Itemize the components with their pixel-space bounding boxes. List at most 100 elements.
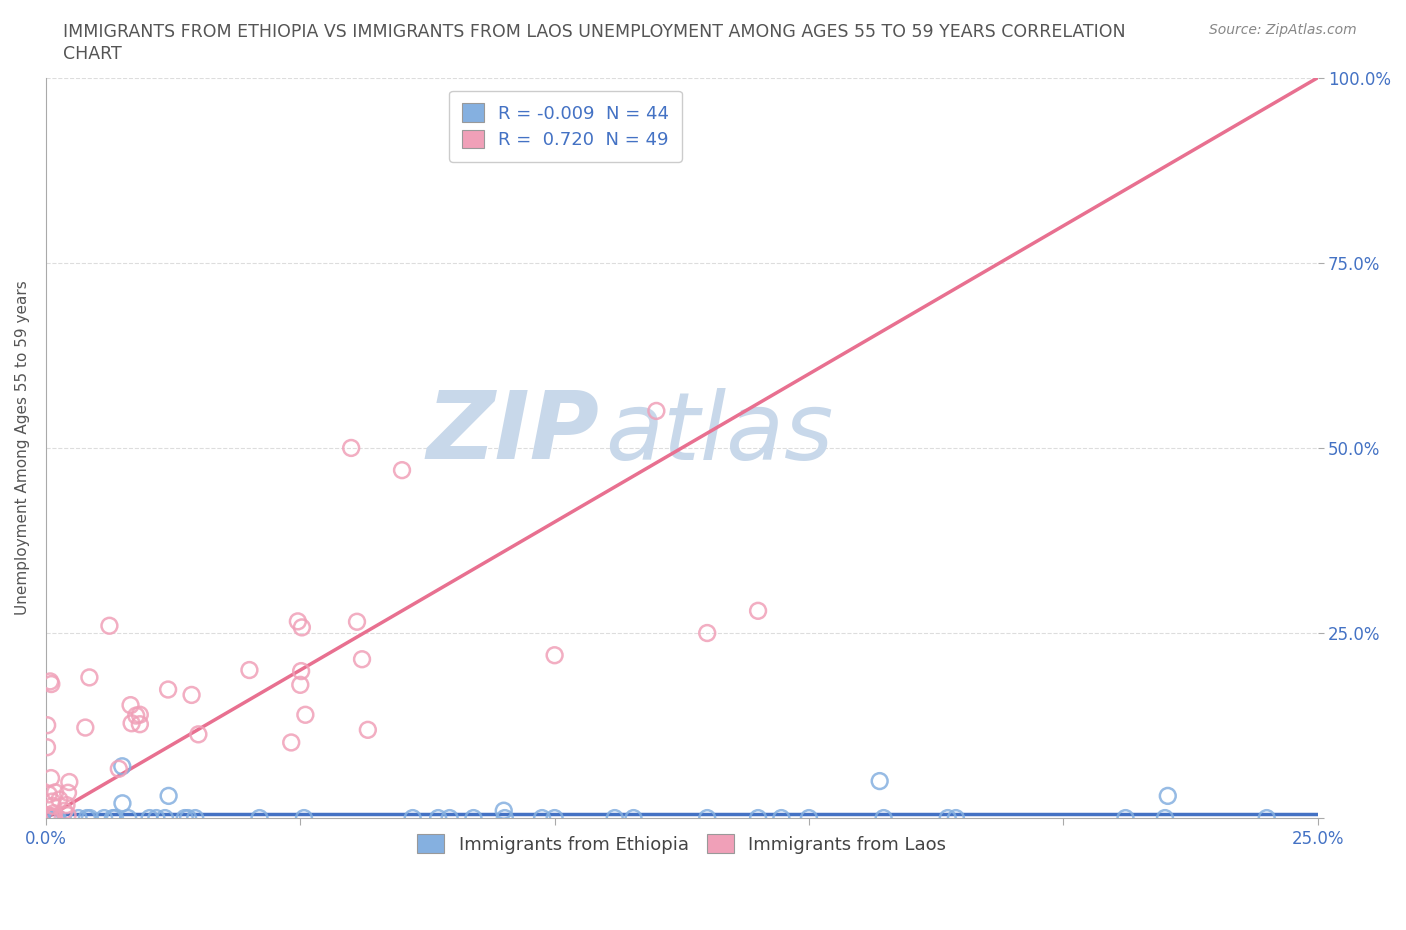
Text: atlas: atlas bbox=[606, 388, 834, 479]
Point bbox=[48, 792, 70, 807]
Point bbox=[67, 811, 90, 826]
Point bbox=[543, 811, 565, 826]
Point bbox=[290, 677, 312, 692]
Point bbox=[492, 804, 515, 818]
Point bbox=[111, 759, 134, 774]
Point bbox=[41, 799, 63, 814]
Point bbox=[39, 808, 62, 823]
Point bbox=[138, 811, 160, 826]
Point bbox=[645, 404, 668, 418]
Text: ZIP: ZIP bbox=[426, 387, 599, 479]
Point bbox=[1157, 789, 1180, 804]
Point bbox=[696, 811, 718, 826]
Point bbox=[120, 698, 142, 712]
Point bbox=[125, 708, 148, 723]
Point bbox=[38, 811, 60, 826]
Point bbox=[117, 811, 139, 826]
Point bbox=[492, 100, 515, 114]
Point bbox=[56, 808, 79, 823]
Y-axis label: Unemployment Among Ages 55 to 59 years: Unemployment Among Ages 55 to 59 years bbox=[15, 281, 30, 616]
Point bbox=[42, 810, 65, 825]
Point bbox=[287, 614, 309, 629]
Point bbox=[238, 662, 260, 677]
Point bbox=[340, 441, 363, 456]
Point bbox=[872, 811, 894, 826]
Point bbox=[350, 652, 373, 667]
Point bbox=[35, 739, 58, 754]
Point bbox=[98, 618, 121, 633]
Point bbox=[173, 811, 195, 826]
Point bbox=[58, 775, 80, 790]
Point bbox=[46, 811, 69, 826]
Point bbox=[79, 811, 101, 826]
Point bbox=[46, 811, 69, 826]
Point bbox=[38, 787, 60, 802]
Point bbox=[104, 811, 127, 826]
Point bbox=[391, 463, 413, 478]
Point bbox=[153, 811, 176, 826]
Legend: Immigrants from Ethiopia, Immigrants from Laos: Immigrants from Ethiopia, Immigrants fro… bbox=[411, 827, 953, 861]
Point bbox=[76, 811, 98, 826]
Point bbox=[346, 615, 368, 630]
Point bbox=[603, 811, 626, 826]
Point bbox=[292, 811, 315, 826]
Point bbox=[187, 727, 209, 742]
Point bbox=[44, 785, 66, 800]
Point bbox=[42, 809, 65, 824]
Point bbox=[128, 707, 150, 722]
Text: Source: ZipAtlas.com: Source: ZipAtlas.com bbox=[1209, 23, 1357, 37]
Point bbox=[280, 735, 302, 750]
Point bbox=[494, 811, 516, 826]
Text: IMMIGRANTS FROM ETHIOPIA VS IMMIGRANTS FROM LAOS UNEMPLOYMENT AMONG AGES 55 TO 5: IMMIGRANTS FROM ETHIOPIA VS IMMIGRANTS F… bbox=[63, 23, 1126, 41]
Point bbox=[696, 626, 718, 641]
Point bbox=[747, 604, 769, 618]
Point bbox=[180, 687, 202, 702]
Point bbox=[936, 811, 959, 826]
Point bbox=[111, 796, 134, 811]
Point bbox=[249, 811, 271, 826]
Point bbox=[1115, 811, 1137, 826]
Point bbox=[42, 805, 65, 820]
Point bbox=[145, 811, 167, 826]
Point bbox=[797, 811, 820, 826]
Point bbox=[55, 798, 77, 813]
Point bbox=[945, 811, 967, 826]
Point bbox=[41, 794, 63, 809]
Point bbox=[45, 811, 67, 826]
Point bbox=[157, 789, 180, 804]
Point bbox=[128, 717, 150, 732]
Point bbox=[427, 811, 450, 826]
Point bbox=[101, 811, 124, 826]
Point bbox=[747, 811, 769, 826]
Point bbox=[402, 811, 425, 826]
Point bbox=[543, 648, 565, 663]
Point bbox=[157, 682, 180, 697]
Point bbox=[439, 811, 461, 826]
Point bbox=[79, 670, 101, 684]
Point bbox=[770, 811, 793, 826]
Point bbox=[1154, 811, 1177, 826]
Point bbox=[463, 811, 485, 826]
Point bbox=[357, 723, 380, 737]
Point bbox=[39, 674, 62, 689]
Point bbox=[290, 664, 312, 679]
Point bbox=[53, 804, 76, 818]
Point bbox=[39, 771, 62, 786]
Point bbox=[177, 811, 200, 826]
Point bbox=[75, 720, 97, 735]
Text: CHART: CHART bbox=[63, 45, 122, 62]
Point bbox=[37, 808, 59, 823]
Point bbox=[291, 620, 314, 635]
Point bbox=[1256, 811, 1278, 826]
Point bbox=[531, 811, 554, 826]
Point bbox=[121, 716, 143, 731]
Point bbox=[93, 811, 115, 826]
Point bbox=[623, 811, 645, 826]
Point bbox=[108, 762, 131, 777]
Point bbox=[294, 708, 316, 723]
Point bbox=[869, 774, 891, 789]
Point bbox=[37, 718, 59, 733]
Point bbox=[184, 811, 207, 826]
Point bbox=[56, 785, 79, 800]
Point bbox=[41, 677, 63, 692]
